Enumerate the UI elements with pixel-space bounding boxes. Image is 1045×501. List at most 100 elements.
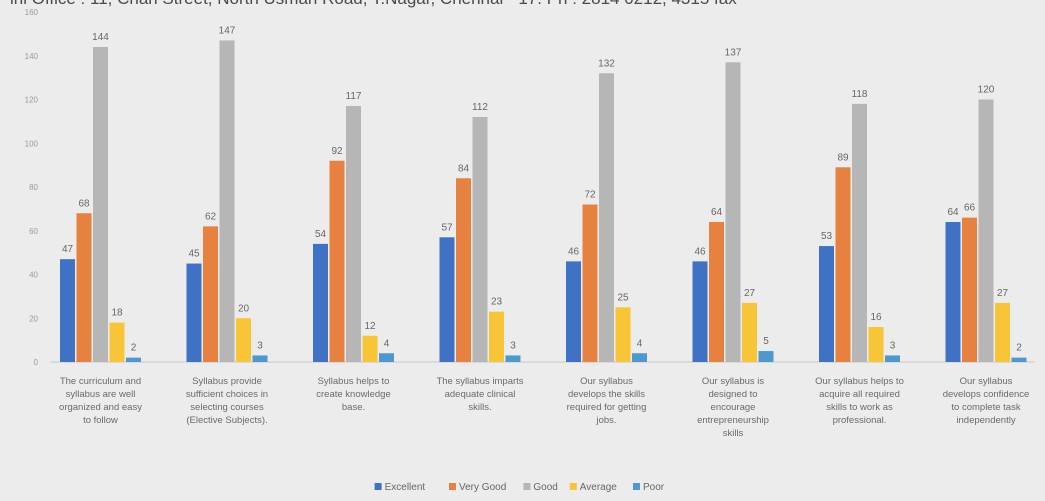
bar-excellent	[186, 263, 202, 362]
bar-excellent	[692, 261, 708, 362]
bar-very-good	[835, 167, 851, 362]
y-tick-label: 40	[29, 271, 38, 280]
data-label: 84	[458, 163, 470, 174]
legend-label: Average	[580, 482, 618, 493]
bar-average	[742, 302, 757, 362]
category-label: Our syllabus helps to	[815, 376, 904, 387]
legend-swatch-very-good	[449, 483, 456, 490]
bar-average	[236, 318, 251, 362]
category-label: develops confidence	[943, 389, 1030, 400]
data-label: 120	[978, 85, 995, 96]
data-label: 4	[637, 338, 643, 349]
bar-good	[93, 47, 108, 362]
data-label: 46	[694, 246, 706, 257]
bar-poor	[126, 357, 141, 362]
category-label: create knowledge	[316, 389, 390, 400]
data-label: 47	[62, 244, 74, 255]
bar-excellent	[60, 259, 75, 362]
data-label: 66	[964, 203, 976, 214]
category-label: base.	[342, 402, 365, 413]
legend-swatch-excellent	[374, 483, 382, 490]
bar-average	[615, 307, 631, 362]
category-label: jobs.	[595, 415, 616, 426]
data-label: 3	[257, 340, 263, 351]
bar-very-good	[456, 178, 471, 362]
bar-average	[362, 335, 378, 362]
bar-very-good	[203, 226, 218, 362]
bar-poor	[379, 353, 394, 362]
bar-poor	[505, 355, 521, 362]
y-tick-label: 0	[34, 358, 39, 367]
bar-poor	[632, 353, 647, 362]
bar-excellent	[945, 222, 961, 362]
letterhead-text: ini Office : 11, Chari Street, North Usm…	[0, 0, 737, 8]
bar-very-good	[329, 160, 345, 362]
category-label: required for getting	[567, 402, 647, 413]
y-tick-label: 140	[25, 52, 39, 61]
bar-excellent	[566, 261, 581, 362]
bar-good	[599, 73, 614, 362]
data-label: 20	[238, 303, 250, 314]
data-label: 46	[568, 246, 580, 257]
category-label: Syllabus provide	[192, 376, 262, 387]
category-label: Our syllabus	[960, 376, 1013, 387]
data-label: 62	[205, 211, 217, 222]
category-label: skills.	[468, 402, 491, 413]
data-label: 89	[837, 152, 849, 163]
bar-poor	[758, 351, 774, 362]
y-tick-label: 160	[25, 8, 39, 17]
category-label: to follow	[83, 415, 118, 426]
category-label: organized and easy	[59, 402, 142, 413]
data-label: 57	[441, 222, 453, 233]
category-label: (Elective Subjects).	[186, 415, 267, 426]
bar-good	[472, 117, 488, 362]
category-label: sufficient choices in	[186, 389, 268, 400]
bar-very-good	[76, 213, 92, 362]
data-label: 27	[997, 288, 1009, 299]
y-tick-label: 80	[29, 183, 38, 192]
bar-excellent	[313, 243, 328, 362]
category-label: entrepreneurship	[697, 415, 769, 426]
letterhead-strip: ini Office : 11, Chari Street, North Usm…	[0, 0, 1045, 8]
data-label: 112	[472, 102, 488, 113]
category-label: The curriculum and	[60, 376, 141, 387]
data-label: 64	[711, 207, 723, 218]
category-label: develops the skills	[568, 389, 645, 400]
data-label: 144	[92, 32, 109, 43]
data-label: 12	[364, 321, 376, 332]
y-tick-label: 20	[29, 314, 38, 323]
bar-poor	[252, 355, 268, 362]
bar-average	[109, 322, 125, 362]
data-label: 118	[852, 89, 868, 100]
category-label: skills	[723, 428, 744, 439]
category-label: independently	[956, 415, 1015, 426]
data-label: 68	[78, 198, 90, 209]
bar-very-good	[962, 217, 977, 362]
bar-good	[852, 103, 867, 362]
y-tick-label: 100	[25, 139, 39, 148]
bar-average	[995, 302, 1010, 362]
data-label: 3	[510, 340, 516, 351]
category-label: Syllabus helps to	[318, 376, 390, 387]
bar-excellent	[819, 246, 834, 362]
legend-swatch-average	[569, 483, 577, 490]
category-label: adequate clinical	[445, 389, 516, 400]
category-label: designed to	[708, 389, 757, 400]
legend-label: Good	[533, 482, 557, 493]
data-label: 3	[890, 340, 896, 351]
data-label: 16	[870, 312, 882, 323]
data-label: 92	[331, 146, 343, 157]
legend-label: Poor	[643, 482, 665, 493]
category-label: Our syllabus is	[702, 376, 765, 387]
legend-swatch-good	[523, 483, 531, 490]
data-label: 27	[744, 288, 756, 299]
bar-good	[219, 40, 235, 362]
bar-very-good	[582, 204, 598, 362]
bar-excellent	[439, 237, 455, 362]
bar-good	[978, 99, 994, 362]
data-label: 132	[598, 58, 615, 69]
data-label: 117	[346, 91, 362, 102]
data-label: 54	[315, 229, 327, 240]
data-label: 53	[821, 231, 833, 242]
